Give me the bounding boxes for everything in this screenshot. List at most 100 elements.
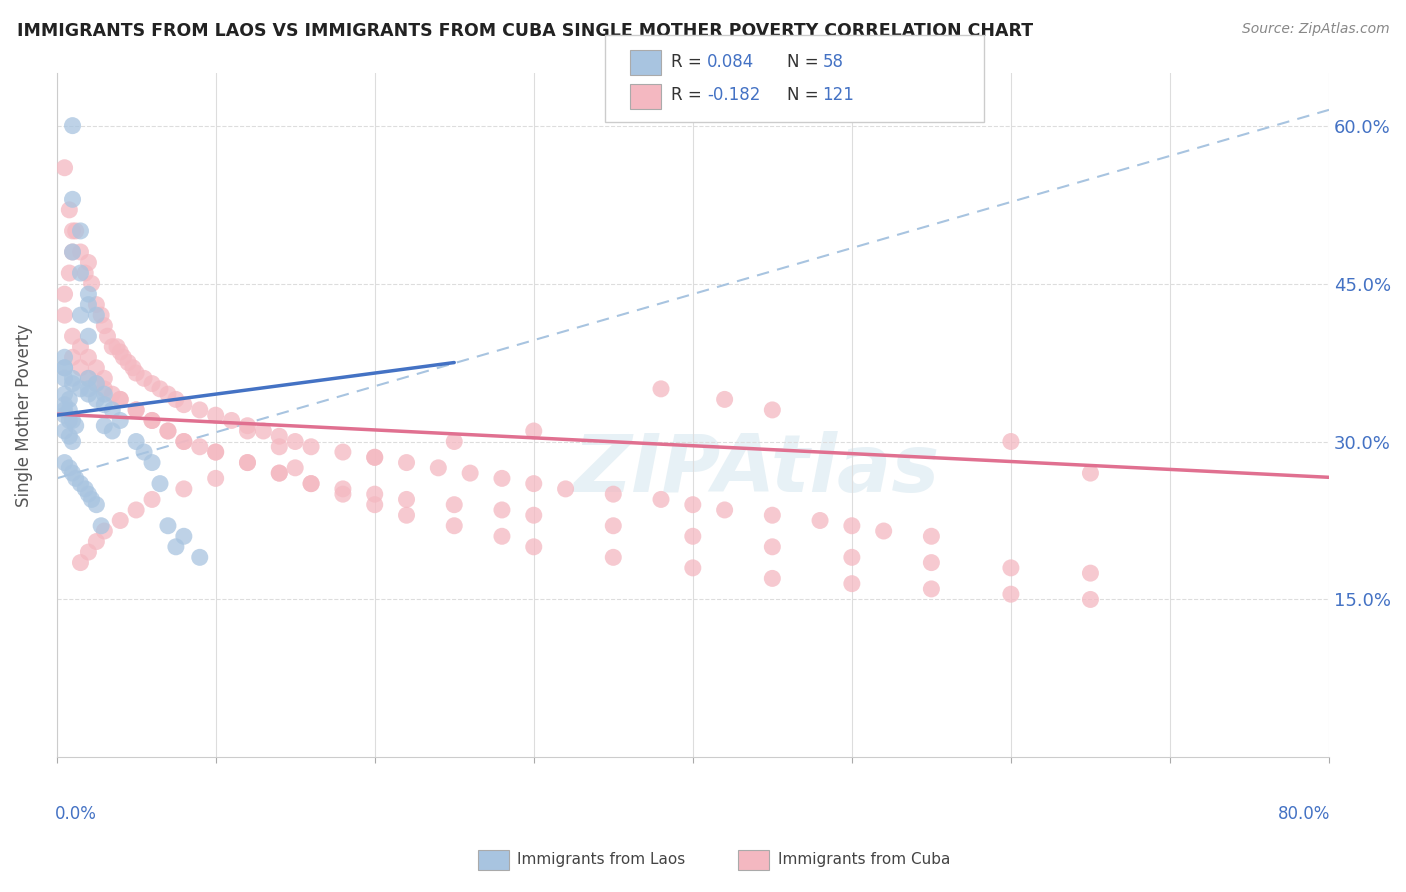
Point <box>554 482 576 496</box>
Point <box>682 561 704 575</box>
Text: 58: 58 <box>823 53 844 70</box>
Point <box>204 445 226 459</box>
Point <box>132 371 155 385</box>
Point <box>65 418 87 433</box>
Point <box>62 371 84 385</box>
Point <box>110 413 132 427</box>
Point <box>332 487 354 501</box>
Point <box>761 540 783 554</box>
Point <box>58 202 80 217</box>
Point <box>841 576 863 591</box>
Point <box>105 340 128 354</box>
Point <box>156 518 179 533</box>
Point <box>69 476 91 491</box>
Point <box>920 556 942 570</box>
Point <box>920 529 942 543</box>
Point <box>427 460 450 475</box>
Point <box>1000 561 1022 575</box>
Point <box>86 534 108 549</box>
Point <box>173 398 195 412</box>
Point <box>93 524 115 538</box>
Point <box>236 424 259 438</box>
Point <box>58 413 80 427</box>
Point <box>204 445 226 459</box>
Point <box>1000 434 1022 449</box>
Point <box>125 403 148 417</box>
Point <box>173 434 195 449</box>
Point <box>443 498 465 512</box>
Point <box>69 308 91 322</box>
Point <box>86 360 108 375</box>
Point <box>62 466 84 480</box>
Point <box>58 266 80 280</box>
Point <box>236 418 259 433</box>
Point <box>395 456 418 470</box>
Point <box>58 403 80 417</box>
Point <box>75 266 97 280</box>
Point <box>1080 566 1102 581</box>
Point <box>523 424 546 438</box>
Point <box>53 360 76 375</box>
Point <box>491 471 513 485</box>
Point <box>284 434 307 449</box>
Text: ZIPAtlas: ZIPAtlas <box>574 431 939 509</box>
Text: N =: N = <box>787 86 824 103</box>
Point <box>682 498 704 512</box>
Point <box>299 476 322 491</box>
Point <box>808 514 831 528</box>
Point <box>188 403 211 417</box>
Point <box>125 503 148 517</box>
Point <box>132 445 155 459</box>
Point <box>523 540 546 554</box>
Point <box>69 224 91 238</box>
Point <box>236 456 259 470</box>
Point <box>77 387 100 401</box>
Point <box>1080 466 1102 480</box>
Point <box>69 382 91 396</box>
Point <box>96 329 118 343</box>
Point <box>77 487 100 501</box>
Text: 0.0%: 0.0% <box>55 805 97 823</box>
Text: Immigrants from Cuba: Immigrants from Cuba <box>778 853 950 867</box>
Point <box>269 440 291 454</box>
Y-axis label: Single Mother Poverty: Single Mother Poverty <box>15 324 32 507</box>
Point <box>173 482 195 496</box>
Point <box>458 466 481 480</box>
Text: Immigrants from Laos: Immigrants from Laos <box>517 853 686 867</box>
Point <box>713 392 735 407</box>
Point <box>204 471 226 485</box>
Point <box>188 550 211 565</box>
Point <box>149 382 172 396</box>
Point <box>284 460 307 475</box>
Point <box>761 508 783 523</box>
Text: 121: 121 <box>823 86 855 103</box>
Point <box>101 387 124 401</box>
Point <box>761 571 783 585</box>
Point <box>269 466 291 480</box>
Point <box>141 413 163 427</box>
Point <box>1000 587 1022 601</box>
Text: Source: ZipAtlas.com: Source: ZipAtlas.com <box>1241 22 1389 37</box>
Point <box>221 413 243 427</box>
Point <box>101 340 124 354</box>
Point <box>69 266 91 280</box>
Point <box>156 424 179 438</box>
Point <box>93 398 115 412</box>
Text: 80.0%: 80.0% <box>1278 805 1330 823</box>
Point <box>165 540 187 554</box>
Point <box>53 161 76 175</box>
Text: 0.084: 0.084 <box>707 53 755 70</box>
Point <box>77 371 100 385</box>
Point <box>101 403 124 417</box>
Point <box>62 376 84 391</box>
Text: N =: N = <box>787 53 824 70</box>
Point <box>602 487 624 501</box>
Point <box>110 514 132 528</box>
Point <box>364 450 387 465</box>
Point <box>62 434 84 449</box>
Point <box>86 498 108 512</box>
Text: -0.182: -0.182 <box>707 86 761 103</box>
Text: R =: R = <box>671 53 707 70</box>
Point <box>491 503 513 517</box>
Point <box>53 456 76 470</box>
